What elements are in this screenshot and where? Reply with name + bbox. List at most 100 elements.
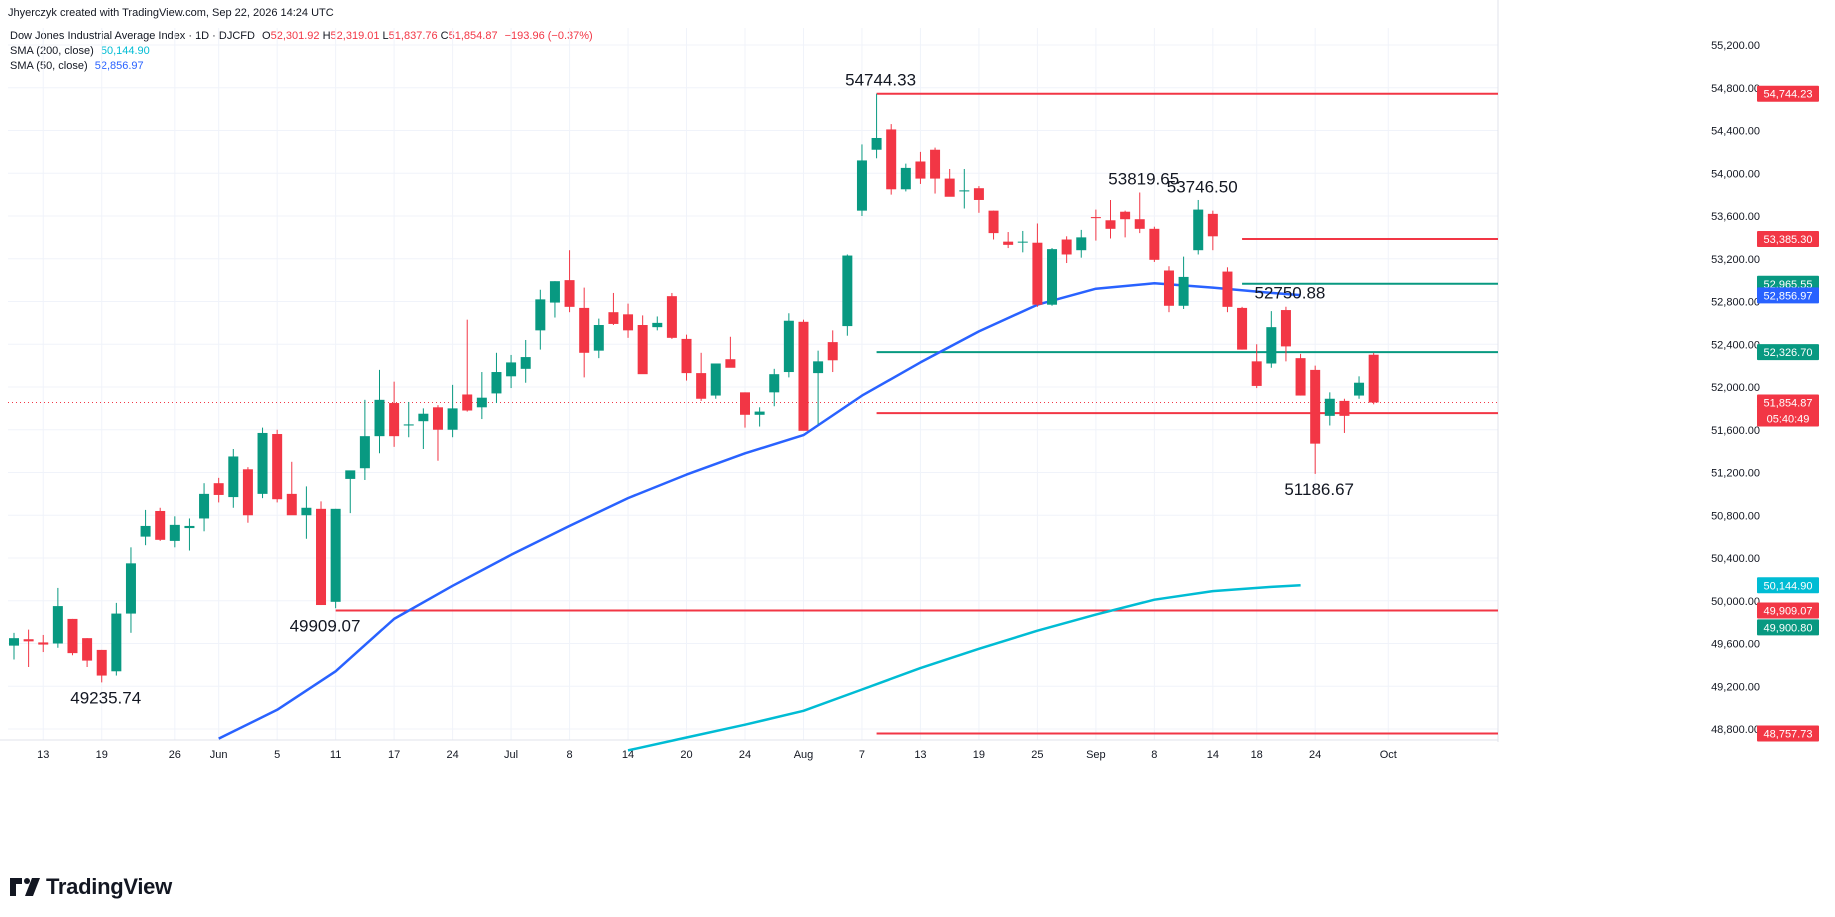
candle-body [1105, 220, 1116, 229]
axis-badge-bg [1757, 394, 1819, 411]
axis-badge: 49,900.80 [1764, 622, 1813, 634]
candle [213, 477, 224, 503]
price-tick-label: 54,400.00 [1711, 126, 1760, 138]
candle [681, 334, 692, 381]
candle [257, 427, 268, 499]
candle [813, 350, 824, 425]
candle [316, 501, 327, 606]
ohlc-close: C51,854.87 [441, 30, 501, 42]
candle-body [856, 160, 867, 211]
time-tick-label: 26 [169, 749, 181, 761]
candle-body [1134, 219, 1145, 229]
candle-body [1295, 358, 1306, 396]
candle [1120, 210, 1131, 238]
candle-body [783, 320, 794, 373]
candle-body [1149, 228, 1160, 260]
sma50-legend-row[interactable]: SMA (50, close) 52,856.97 [10, 60, 144, 72]
time-tick-label: 14 [1207, 749, 1219, 761]
candle-body [1120, 211, 1131, 220]
time-tick-label: 25 [1031, 749, 1043, 761]
candle-body [959, 190, 970, 192]
candle-body [242, 469, 253, 516]
candle-body [301, 507, 312, 516]
candle-body [374, 399, 385, 437]
candle-body [754, 411, 765, 415]
candle [1207, 210, 1218, 251]
time-tick-label: 8 [1151, 749, 1157, 761]
candle [1237, 306, 1248, 350]
candle-body [1310, 369, 1321, 444]
candle-body [506, 362, 517, 377]
candle [140, 509, 151, 546]
candle-body [696, 373, 707, 399]
candle [959, 168, 970, 209]
candle [1339, 398, 1350, 433]
candle [301, 486, 312, 539]
price-tick-label: 49,600.00 [1711, 639, 1760, 651]
candle-body [549, 281, 560, 303]
candle-body [1017, 241, 1028, 243]
candle-body [403, 424, 414, 426]
candle [184, 518, 195, 551]
candle-body [345, 470, 356, 479]
symbol-legend-row[interactable]: Dow Jones Industrial Average Index · 1D … [10, 30, 593, 42]
sma200-legend-row[interactable]: SMA (200, close) 50,144.90 [10, 45, 150, 57]
candle [637, 315, 648, 375]
candle-body [915, 161, 926, 179]
level-badge-bg [1757, 230, 1819, 247]
candle [1324, 392, 1335, 426]
candle-body [1178, 276, 1189, 306]
candle-body [593, 325, 604, 351]
candle [1061, 236, 1072, 264]
candle-body [710, 363, 721, 396]
candle [973, 186, 984, 213]
candle-body [666, 296, 677, 338]
sma200-line [627, 584, 1301, 752]
candle-body [1368, 354, 1379, 403]
candle-body [491, 372, 502, 394]
candle-body [1237, 307, 1248, 350]
candle-body [1061, 239, 1072, 255]
candle-body [725, 359, 736, 368]
candle-body [1163, 270, 1174, 306]
candle [389, 381, 400, 447]
candle-body [23, 639, 34, 642]
candle-body [9, 638, 19, 646]
level-badge-bg [1757, 602, 1819, 619]
candle [374, 369, 385, 454]
time-tick-label: 8 [566, 749, 572, 761]
tradingview-logo-icon [10, 878, 40, 896]
candle-body [82, 638, 93, 661]
candle [67, 618, 78, 656]
sma50-value: 52,856.97 [94, 60, 144, 72]
candle [520, 339, 531, 383]
price-annotation: 49235.74 [70, 688, 141, 707]
candle-body [184, 525, 195, 529]
candle-body [476, 397, 487, 408]
candle [506, 354, 517, 389]
time-tick-label: 18 [1251, 749, 1263, 761]
candle [1076, 229, 1087, 258]
candle [155, 507, 166, 541]
tradingview-brand[interactable]: TradingView [10, 874, 172, 900]
candle [915, 151, 926, 184]
price-annotation: 53819.65 [1108, 170, 1179, 189]
ohlc-close-value: 51,854.87 [448, 30, 498, 42]
candle-body [886, 129, 897, 190]
candles [9, 93, 1379, 683]
ohlc-low-value: 51,837.76 [388, 30, 438, 42]
time-tick-label: 24 [739, 749, 751, 761]
candle-body [1193, 209, 1204, 251]
candle-body [155, 510, 166, 540]
candle [740, 392, 750, 428]
price-tick-label: 49,200.00 [1711, 681, 1760, 693]
candle-body [740, 392, 750, 415]
candle-body [827, 342, 838, 361]
time-tick-label: 7 [859, 749, 865, 761]
time-tick-label: 13 [914, 749, 926, 761]
candle [652, 316, 663, 331]
candle-body [462, 394, 473, 411]
ohlc-open: O52,301.92 [262, 30, 323, 42]
candle [1149, 226, 1160, 262]
